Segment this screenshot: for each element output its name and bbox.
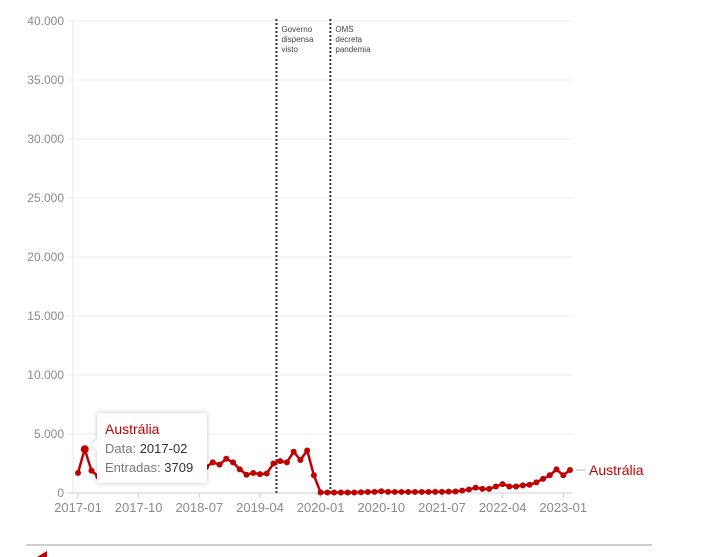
y-tick-label: 35.000 [27,73,64,87]
data-point [506,483,513,490]
data-point [519,482,526,489]
bottom-divider [26,544,652,546]
annotation-label: decreta [335,35,362,44]
data-point [479,485,486,492]
data-point [75,469,81,476]
data-point [256,471,263,478]
data-point [209,459,216,466]
y-tick-label: 40.000 [27,14,64,28]
data-point [337,489,344,496]
data-point [223,455,230,462]
gridlines [67,20,572,498]
data-point [499,481,506,488]
data-point [310,472,317,479]
tooltip-date-value: 2017-02 [139,441,188,456]
x-tick-label: 2020-01 [297,500,345,515]
data-point [540,475,547,482]
data-point [344,489,351,496]
y-tick-label: 25.000 [27,191,64,205]
data-point [425,488,432,495]
x-tick-label: 2018-07 [175,500,223,515]
x-tick-label: 2017-10 [115,500,163,515]
data-point [270,460,277,467]
tooltip: Austrália Data: 2017-02 Entradas: 3709 [97,413,207,483]
annotation-label: dispensa [281,35,314,44]
x-axis-tick-labels: 2017-01 2017-10 2018-07 2019-04 2020-01 2020-… [54,500,587,515]
y-tick-label: 10.000 [27,368,64,382]
data-point [445,488,452,495]
tooltip-date-row: Data: 2017-02 [105,439,207,458]
bottom-red-mark [37,551,47,557]
data-point [465,486,472,493]
data-point [472,484,479,491]
y-tick-label: 30.000 [27,132,64,146]
y-tick-label: 20.000 [27,250,64,264]
data-point [351,489,358,496]
tooltip-entries-label: Entradas: [105,460,161,475]
data-point [492,483,499,490]
data-point [391,488,398,495]
data-point [283,459,290,466]
data-point [88,467,95,474]
data-point [297,456,304,463]
data-point [324,489,331,496]
data-point [230,459,237,466]
data-point [513,483,520,490]
data-point [486,485,493,492]
x-tick-label: 2020-10 [357,500,405,515]
data-point [405,488,412,495]
annotation-label: Governo [281,25,312,34]
data-point [533,479,540,486]
data-point [378,488,385,495]
data-point [290,448,297,455]
data-point [526,481,533,488]
tooltip-entries-value: 3709 [164,460,194,475]
data-point [459,487,466,494]
data-point [358,489,365,496]
data-point [364,489,371,496]
x-tick-label: 2021-07 [418,500,466,515]
data-point [250,469,257,476]
data-point [438,488,445,495]
x-tick-label: 2017-01 [54,500,102,515]
annotation-label: visto [281,45,298,54]
data-point [80,445,89,454]
data-point [304,447,311,454]
data-point [432,488,439,495]
data-point [317,489,324,496]
annotation-label: OMS [335,25,353,34]
annotation-label: pandemia [335,45,371,54]
data-point [452,488,459,495]
data-point [546,472,553,479]
x-tick-label: 2023-01 [539,500,587,515]
y-axis-tick-labels: 40.000 35.000 30.000 25.000 20.000 15.000 10.0… [27,14,64,500]
data-point [418,488,425,495]
data-point [277,458,284,465]
data-point [553,466,560,473]
data-point [567,466,574,473]
data-point [263,470,270,477]
tooltip-entries-row: Entradas: 3709 [105,458,207,477]
y-tick-label: 15.000 [27,309,64,323]
data-point [412,488,418,495]
data-point [398,488,405,495]
series-end-label: Austrália [589,462,644,478]
data-point [331,489,338,496]
data-point [243,471,250,478]
data-point [236,466,243,473]
x-tick-label: 2019-04 [236,500,284,515]
data-point [385,488,392,495]
data-point [560,472,567,479]
tooltip-series-name: Austrália [105,421,160,437]
y-tick-label: 5.000 [34,427,64,441]
y-tick-label: 0 [57,486,64,500]
data-point [216,461,223,468]
tooltip-date-label: Data: [105,441,137,456]
x-tick-label: 2022-04 [479,500,527,515]
data-point [371,488,378,495]
